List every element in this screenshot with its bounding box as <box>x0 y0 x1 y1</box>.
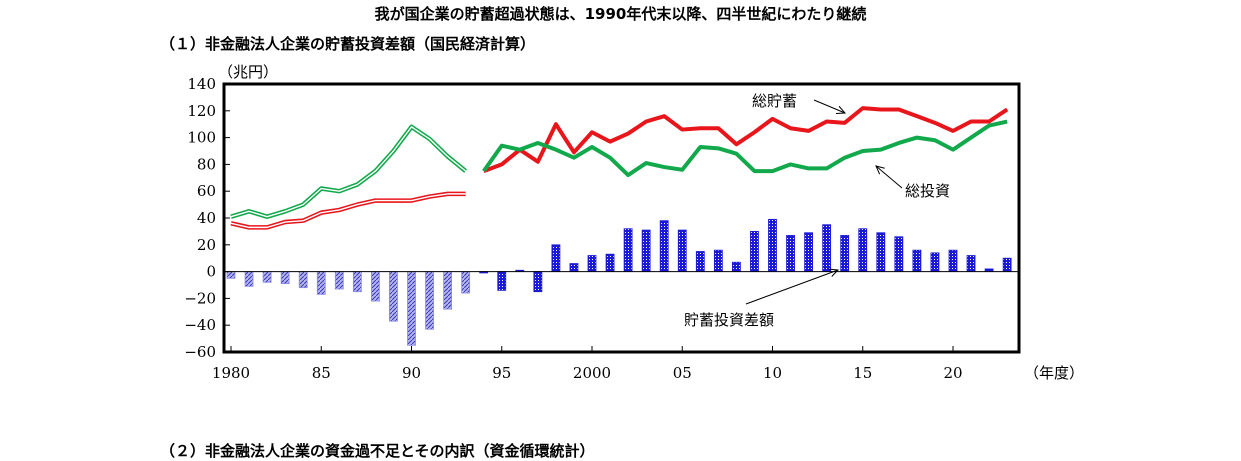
bar-savings-investment-balance <box>840 235 850 272</box>
bar-savings-investment-balance <box>786 235 795 272</box>
annotation-total-investment: 総投資 <box>905 182 950 200</box>
line-total-saving <box>230 191 466 230</box>
y-tick-label: 0 <box>206 263 216 281</box>
section-title-1: （１）非金融法人企業の貯蓄投資差額（国民経済計算） <box>160 35 536 53</box>
y-tick-label: 80 <box>197 155 216 173</box>
page-title: 我が国企業の貯蓄超過状態は、1990年代末以降、四半世紀にわたり継続 <box>374 5 867 23</box>
bar-savings-investment-balance <box>713 249 723 273</box>
y-tick-label: 60 <box>197 182 216 200</box>
x-tick-label: 10 <box>763 364 782 382</box>
bar-savings-investment-balance <box>551 244 561 273</box>
bar-savings-investment-balance <box>226 271 236 279</box>
bar-savings-investment-balance <box>677 229 687 272</box>
bar-savings-investment-balance <box>298 271 308 289</box>
bar-savings-investment-balance <box>370 271 380 302</box>
x-tick-label: 20 <box>943 364 962 382</box>
bar-savings-investment-balance <box>316 271 326 295</box>
arrow-total-saving-head <box>835 105 847 114</box>
plot-frame <box>222 82 1021 354</box>
x-tick-label: 85 <box>312 364 331 382</box>
arrow-total-investment-head <box>875 165 885 175</box>
y-tick-label: −20 <box>184 289 216 307</box>
y-tick-label: −40 <box>184 316 216 334</box>
bar-savings-investment-balance <box>497 271 507 291</box>
arrow-total-investment <box>875 165 903 189</box>
bar-savings-investment-balance <box>461 271 471 294</box>
bar-savings-investment-balance <box>425 271 434 330</box>
x-tick-label: 15 <box>853 364 872 382</box>
bar-savings-investment-balance <box>804 232 813 273</box>
y-tick-label: 100 <box>187 129 216 147</box>
bar-savings-investment-balance <box>822 224 832 272</box>
bar-savings-investment-balance <box>443 271 453 310</box>
bar-savings-investment-balance <box>768 218 777 272</box>
x-tick-label: 2000 <box>573 364 611 382</box>
bar-savings-investment-balance <box>912 249 922 273</box>
bar-savings-investment-balance <box>262 271 272 283</box>
x-tick-label: 95 <box>492 364 511 382</box>
arrow-total-saving <box>813 99 846 114</box>
x-axis-label: （年度） <box>1024 364 1084 382</box>
annotation-savings-investment-balance: 貯蓄投資差額 <box>684 311 774 329</box>
bar-savings-investment-balance <box>1002 257 1012 273</box>
bar-savings-investment-balance <box>966 255 976 273</box>
y-tick-label: 20 <box>197 236 216 254</box>
bar-savings-investment-balance <box>407 271 416 346</box>
bar-savings-investment-balance <box>876 232 886 273</box>
y-tick-label: 140 <box>187 75 216 93</box>
line-total-saving <box>483 106 1009 173</box>
x-tick-label: 90 <box>402 364 421 382</box>
bar-savings-investment-balance <box>858 228 868 273</box>
bar-savings-investment-balance <box>641 229 651 272</box>
section-title-2: （２）非金融法人企業の資金過不足とその内訳（資金循環統計） <box>160 442 595 460</box>
arrow-savings-investment-balance-head <box>828 268 840 277</box>
bar-savings-investment-balance <box>930 252 940 272</box>
bar-savings-investment-balance <box>352 271 362 293</box>
bar-savings-investment-balance <box>732 261 741 273</box>
bar-savings-investment-balance <box>280 271 290 285</box>
bar-savings-investment-balance <box>695 251 705 273</box>
bar-savings-investment-balance <box>389 271 398 322</box>
bar-savings-investment-balance <box>659 220 669 272</box>
bar-savings-investment-balance <box>244 271 254 287</box>
bar-savings-investment-balance <box>948 249 958 273</box>
y-tick-label: 120 <box>187 102 216 120</box>
line-total-investment-inner <box>230 126 467 218</box>
bar-savings-investment-balance <box>334 271 344 290</box>
y-tick-label: −60 <box>184 343 216 361</box>
bar-savings-investment-balance <box>533 271 543 293</box>
y-tick-label: 40 <box>197 209 216 227</box>
annotation-total-saving: 総貯蓄 <box>752 92 797 110</box>
x-tick-label: 05 <box>673 364 692 382</box>
bar-savings-investment-balance <box>623 228 633 273</box>
bar-savings-investment-balance <box>587 255 597 273</box>
bar-savings-investment-balance <box>750 230 759 272</box>
bar-savings-investment-balance <box>605 253 615 272</box>
arrow-savings-investment-balance <box>745 269 839 305</box>
bar-savings-investment-balance <box>569 263 579 272</box>
x-tick-label: 1980 <box>212 364 250 382</box>
line-total-investment <box>482 119 1008 178</box>
line-total-saving-inner <box>230 193 466 229</box>
y-axis-label: （兆円） <box>218 63 278 81</box>
bar-savings-investment-balance <box>894 236 904 272</box>
